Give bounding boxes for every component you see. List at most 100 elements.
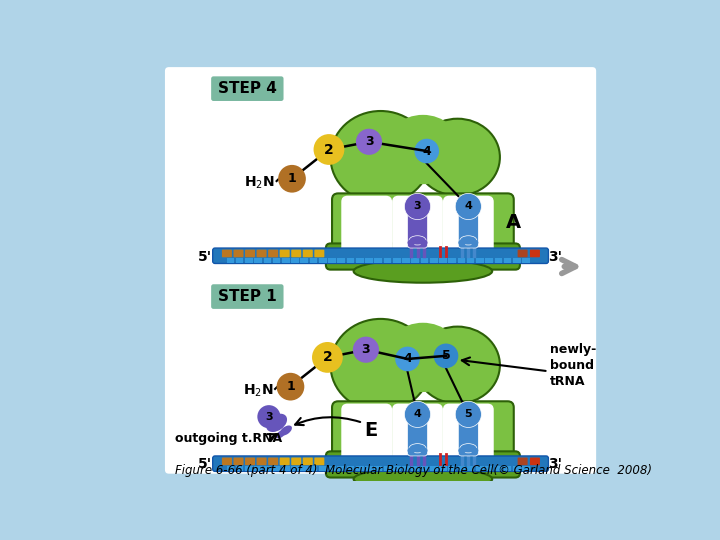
- FancyBboxPatch shape: [279, 249, 289, 257]
- Bar: [227, 466, 234, 471]
- Ellipse shape: [384, 323, 462, 392]
- Bar: [346, 258, 354, 264]
- FancyBboxPatch shape: [233, 457, 243, 465]
- Bar: [245, 258, 253, 264]
- Bar: [513, 466, 521, 471]
- Bar: [420, 466, 428, 471]
- Ellipse shape: [280, 426, 292, 436]
- FancyBboxPatch shape: [212, 248, 549, 264]
- Bar: [384, 258, 392, 264]
- Ellipse shape: [408, 448, 415, 454]
- FancyBboxPatch shape: [256, 249, 266, 257]
- Circle shape: [395, 347, 420, 372]
- Text: 3: 3: [265, 411, 273, 422]
- FancyBboxPatch shape: [408, 410, 428, 456]
- Ellipse shape: [415, 327, 500, 403]
- Bar: [300, 466, 308, 471]
- Bar: [245, 466, 253, 471]
- FancyBboxPatch shape: [341, 403, 392, 468]
- Bar: [393, 466, 400, 471]
- Ellipse shape: [330, 319, 431, 411]
- Text: 3': 3': [549, 249, 562, 264]
- Bar: [467, 466, 474, 471]
- Text: 3': 3': [549, 457, 562, 471]
- Bar: [411, 258, 419, 264]
- Bar: [504, 258, 511, 264]
- Ellipse shape: [420, 448, 428, 454]
- FancyBboxPatch shape: [326, 244, 520, 269]
- Bar: [310, 466, 318, 471]
- FancyBboxPatch shape: [222, 457, 232, 465]
- Circle shape: [415, 139, 439, 164]
- Text: 1: 1: [286, 380, 294, 393]
- FancyBboxPatch shape: [211, 284, 284, 309]
- Bar: [235, 258, 243, 264]
- Ellipse shape: [409, 236, 426, 245]
- Circle shape: [405, 193, 431, 220]
- FancyBboxPatch shape: [443, 195, 494, 260]
- Bar: [449, 258, 456, 264]
- FancyBboxPatch shape: [326, 451, 520, 477]
- Bar: [291, 258, 299, 264]
- Circle shape: [455, 401, 482, 428]
- Text: 3: 3: [365, 136, 373, 148]
- Bar: [439, 466, 447, 471]
- Ellipse shape: [415, 119, 500, 195]
- Text: 2: 2: [324, 143, 334, 157]
- Bar: [319, 466, 327, 471]
- Bar: [374, 466, 382, 471]
- FancyBboxPatch shape: [212, 456, 549, 471]
- Bar: [467, 258, 474, 264]
- Bar: [439, 258, 447, 264]
- Circle shape: [455, 193, 482, 220]
- Bar: [411, 466, 419, 471]
- Bar: [522, 258, 530, 264]
- Text: STEP 4: STEP 4: [218, 81, 276, 96]
- Ellipse shape: [420, 240, 428, 246]
- FancyBboxPatch shape: [530, 249, 540, 257]
- Bar: [319, 258, 327, 264]
- Bar: [485, 466, 493, 471]
- Text: Figure 6-66 (part 4 of 4)  Molecular Biology of the Cell(© Garland Science  2008: Figure 6-66 (part 4 of 4) Molecular Biol…: [175, 464, 652, 477]
- FancyBboxPatch shape: [443, 403, 494, 468]
- Text: 4: 4: [464, 201, 472, 212]
- FancyBboxPatch shape: [256, 457, 266, 465]
- Bar: [374, 258, 382, 264]
- Circle shape: [276, 373, 305, 401]
- Bar: [282, 258, 289, 264]
- Bar: [235, 466, 243, 471]
- Ellipse shape: [276, 430, 285, 438]
- Ellipse shape: [408, 240, 415, 246]
- Circle shape: [356, 129, 382, 155]
- Bar: [476, 466, 484, 471]
- FancyBboxPatch shape: [303, 249, 312, 257]
- Text: 4: 4: [413, 409, 421, 420]
- Bar: [476, 258, 484, 264]
- Text: 4: 4: [403, 353, 412, 366]
- Ellipse shape: [459, 240, 466, 246]
- Text: 5': 5': [198, 249, 212, 264]
- FancyBboxPatch shape: [332, 401, 514, 468]
- Ellipse shape: [471, 448, 478, 454]
- Circle shape: [257, 405, 281, 428]
- Text: 2: 2: [323, 350, 333, 365]
- Text: newly-
bound
tRNA: newly- bound tRNA: [550, 342, 596, 388]
- FancyBboxPatch shape: [392, 195, 443, 260]
- Bar: [338, 258, 345, 264]
- Bar: [291, 466, 299, 471]
- FancyBboxPatch shape: [291, 457, 301, 465]
- Text: E: E: [364, 421, 377, 440]
- Text: 3: 3: [361, 343, 370, 356]
- Text: STEP 1: STEP 1: [218, 289, 276, 304]
- Bar: [300, 258, 308, 264]
- Bar: [495, 258, 503, 264]
- Bar: [282, 466, 289, 471]
- FancyBboxPatch shape: [459, 410, 478, 456]
- Bar: [328, 258, 336, 264]
- Text: 5: 5: [441, 349, 451, 362]
- Ellipse shape: [330, 111, 431, 204]
- Text: 1: 1: [287, 172, 297, 185]
- FancyBboxPatch shape: [518, 249, 528, 257]
- Bar: [254, 258, 262, 264]
- Bar: [522, 466, 530, 471]
